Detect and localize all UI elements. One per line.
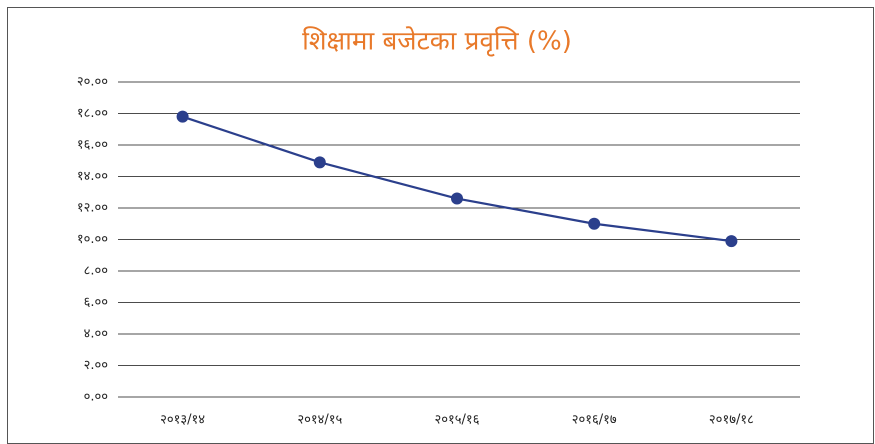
y-tick-label: १६.०० xyxy=(77,138,108,153)
chart-frame xyxy=(7,7,874,444)
y-tick-label: १०.०० xyxy=(77,232,108,247)
y-tick-label: १८.०० xyxy=(77,106,108,121)
y-tick-label: १२.०० xyxy=(77,201,108,216)
y-tick-label: ०.०० xyxy=(84,390,108,405)
x-tick-label: २०१३/१४ xyxy=(160,413,205,428)
y-tick-label: ४.०० xyxy=(84,327,108,342)
data-point xyxy=(725,235,738,248)
y-tick-label: ६.०० xyxy=(84,295,108,310)
y-tick-label: २०.०० xyxy=(77,75,108,90)
data-point xyxy=(176,110,189,123)
x-tick-label: २०१४/१५ xyxy=(297,413,342,428)
y-tick-label: १४.०० xyxy=(77,169,108,184)
data-point xyxy=(588,217,601,230)
x-tick-label: २०१६/१७ xyxy=(572,413,617,428)
x-tick-label: २०१५/१६ xyxy=(435,413,480,428)
data-point xyxy=(451,192,463,205)
data-point xyxy=(313,156,326,169)
x-tick-label: २०१७/१८ xyxy=(709,413,754,428)
chart-title: शिक्षामा बजेटका प्रवृत्ति (%) xyxy=(302,26,572,57)
y-tick-label: २.०० xyxy=(84,358,108,373)
y-tick-label: ८.०० xyxy=(84,264,108,279)
